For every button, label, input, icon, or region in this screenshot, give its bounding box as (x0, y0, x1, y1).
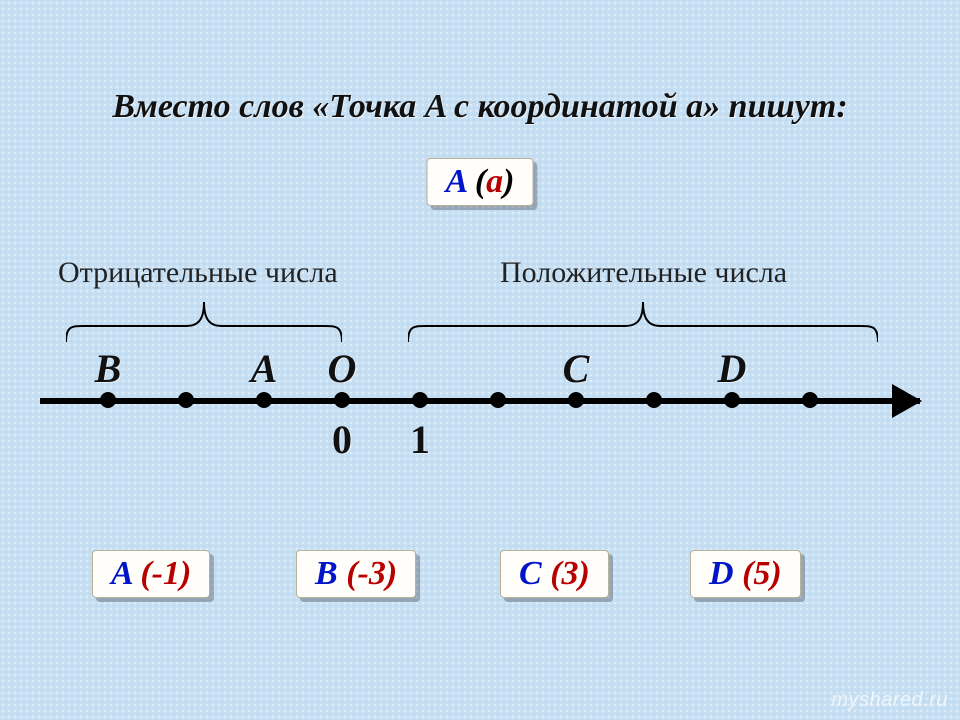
coord-letter: A (111, 555, 132, 592)
num-label-0: 0 (332, 416, 352, 463)
coord-value: (3) (542, 555, 590, 592)
watermark: myshared.ru (831, 689, 948, 712)
point-label-O: O (328, 345, 357, 392)
coord-value: (-1) (132, 555, 191, 592)
tick (256, 392, 272, 408)
num-label-1: 1 (410, 416, 430, 463)
neg-brace (66, 300, 342, 344)
tick (490, 392, 506, 408)
title-post: » пишут: (703, 88, 848, 125)
coord-letter: B (315, 555, 338, 592)
coord-box-C: C (3) (500, 550, 609, 598)
tick (412, 392, 428, 408)
title-mid: с координатой (446, 88, 687, 125)
title-A: A (425, 88, 446, 125)
title-a: a (686, 88, 703, 125)
tick (178, 392, 194, 408)
coord-box-D: D (5) (690, 550, 801, 598)
tick (334, 392, 350, 408)
tick (646, 392, 662, 408)
neg-label: Отрицательные числа (58, 256, 338, 290)
point-label-C: C (563, 345, 590, 392)
pos-brace (408, 300, 878, 344)
notation-A: A (446, 163, 467, 200)
title-pre: Вместо слов «Точка (112, 88, 424, 125)
tick (100, 392, 116, 408)
coord-box-A: A (-1) (92, 550, 210, 598)
notation-a: a (486, 163, 503, 200)
coord-value: (-3) (338, 555, 397, 592)
coord-letter: D (709, 555, 734, 592)
coord-letter: C (519, 555, 542, 592)
point-label-A: A (251, 345, 278, 392)
point-label-D: D (718, 345, 747, 392)
number-line (40, 398, 920, 404)
coord-value: (5) (734, 555, 782, 592)
notation-open: ( (466, 163, 486, 200)
tick (568, 392, 584, 408)
pos-label: Положительные числа (500, 256, 787, 290)
point-label-B: B (95, 345, 122, 392)
notation-box: A (a) (427, 158, 534, 206)
notation-close: ) (503, 163, 514, 200)
coord-box-B: B (-3) (296, 550, 416, 598)
tick (724, 392, 740, 408)
tick (802, 392, 818, 408)
title: Вместо слов «Точка A с координатой a» пи… (0, 88, 960, 126)
